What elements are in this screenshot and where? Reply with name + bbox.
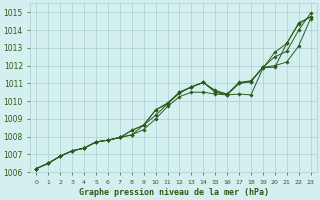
X-axis label: Graphe pression niveau de la mer (hPa): Graphe pression niveau de la mer (hPa) [78, 188, 268, 197]
